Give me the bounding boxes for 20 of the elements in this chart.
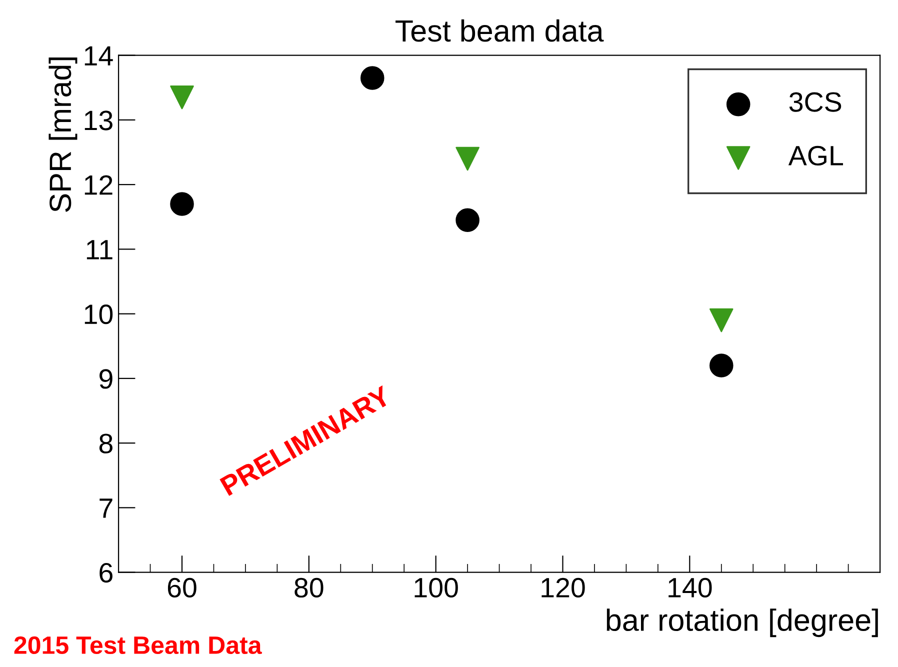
y-tick-label: 14 [84, 46, 113, 66]
legend-label: AGL [788, 146, 844, 166]
x-axis-title: bar rotation [degree] [606, 608, 878, 638]
y-tick-label: 9 [100, 369, 112, 389]
x-tick-label: 140 [668, 578, 712, 598]
x-tick-label: 100 [414, 578, 458, 598]
y-tick-label: 10 [84, 304, 113, 324]
y-axis-title: SPR [mrad] [48, 58, 78, 212]
y-tick-label: 8 [99, 434, 112, 454]
x-tick-label: 120 [542, 578, 585, 598]
legend-label: 3CS [789, 92, 842, 112]
text: 2015 Test Beam Data [14, 636, 262, 654]
y-tick-label: 6 [100, 562, 112, 583]
y-tick-label: 13 [84, 110, 112, 130]
chart-title: Test beam data [396, 19, 604, 42]
x-tick-label: 60 [168, 578, 196, 598]
y-tick-label: 7 [100, 498, 112, 518]
y-tick-label: 11 [86, 240, 112, 260]
y-tick-label: 12 [84, 175, 112, 195]
x-tick-label: 80 [294, 578, 324, 598]
